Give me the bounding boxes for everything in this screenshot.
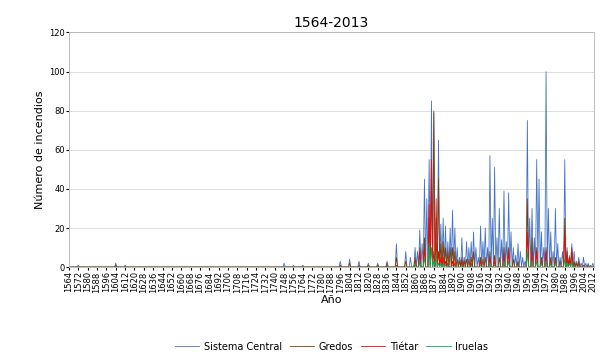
Gredos	[153, 265, 160, 269]
Gredos	[569, 265, 577, 269]
Tiétar	[361, 265, 368, 269]
Iruelas	[361, 265, 368, 269]
Line: Iruelas: Iruelas	[69, 244, 594, 267]
Sistema Central	[65, 265, 73, 269]
Sistema Central	[590, 265, 598, 269]
Tiétar	[590, 265, 598, 269]
X-axis label: Año: Año	[321, 295, 342, 305]
Gredos	[430, 110, 437, 115]
Gredos	[446, 245, 454, 250]
Line: Gredos: Gredos	[69, 113, 594, 267]
Tiétar	[446, 265, 454, 269]
Iruelas	[446, 265, 454, 269]
Line: Tiétar: Tiétar	[69, 160, 594, 267]
Gredos	[65, 265, 73, 269]
Gredos	[361, 265, 368, 269]
Tiétar	[65, 265, 73, 269]
Sistema Central	[569, 265, 577, 269]
Sistema Central	[153, 265, 160, 269]
Iruelas	[583, 265, 590, 269]
Iruelas	[153, 265, 160, 269]
Sistema Central	[583, 265, 590, 269]
Iruelas	[65, 265, 73, 269]
Sistema Central	[445, 265, 452, 269]
Legend: Sistema Central, Gredos, Tiétar, Iruelas: Sistema Central, Gredos, Tiétar, Iruelas	[171, 338, 492, 356]
Title: 1564-2013: 1564-2013	[294, 16, 369, 30]
Sistema Central	[361, 265, 368, 269]
Sistema Central	[124, 265, 131, 269]
Tiétar	[569, 265, 577, 269]
Tiétar	[124, 265, 131, 269]
Gredos	[124, 265, 131, 269]
Line: Sistema Central: Sistema Central	[69, 71, 594, 267]
Y-axis label: Número de incendios: Número de incendios	[35, 91, 45, 209]
Gredos	[583, 265, 590, 269]
Tiétar	[583, 265, 590, 269]
Iruelas	[124, 265, 131, 269]
Iruelas	[425, 242, 433, 246]
Gredos	[590, 265, 598, 269]
Sistema Central	[542, 69, 550, 74]
Iruelas	[569, 265, 577, 269]
Iruelas	[590, 265, 598, 269]
Tiétar	[428, 157, 435, 162]
Tiétar	[153, 265, 160, 269]
